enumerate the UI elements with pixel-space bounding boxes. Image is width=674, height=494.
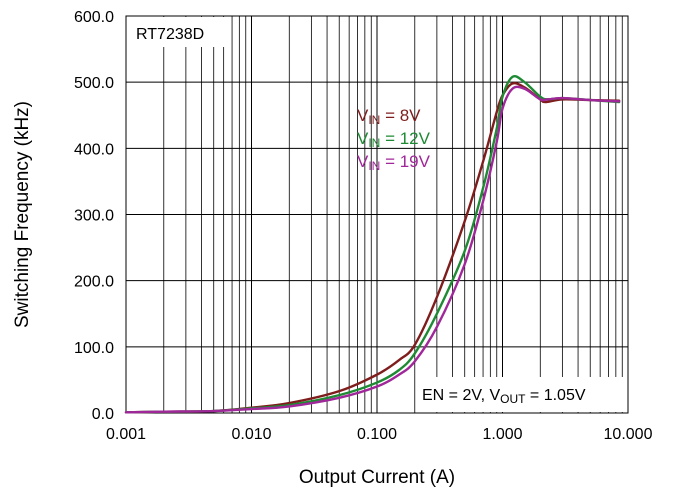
part-number-label: RT7238D: [136, 26, 204, 43]
x-tick-label: 1.000: [482, 426, 522, 443]
x-tick-label: 0.001: [106, 426, 146, 443]
series-line-1: [124, 81, 621, 414]
conditions-label: EN = 2V, VOUT = 1.05V: [422, 387, 586, 406]
y-tick-label: 400.0: [74, 141, 114, 158]
y-tick-label: 500.0: [74, 75, 114, 92]
grid: [125, 15, 628, 414]
y-tick-label: 300.0: [74, 208, 114, 225]
y-tick-label: 100.0: [74, 340, 114, 357]
x-tick-label: 10.000: [604, 426, 653, 443]
legend-entry-1: VIN = 8V: [357, 106, 421, 127]
y-axis-title: Switching Frequency (kHz): [12, 101, 33, 328]
y-tick-label: 600.0: [74, 9, 114, 26]
x-axis-title: Output Current (A): [299, 467, 455, 488]
legend-entry-3: VIN = 19V: [357, 152, 431, 173]
x-tick-label: 0.100: [357, 426, 397, 443]
plot-frame: [125, 15, 629, 414]
part-number-box: RT7238D: [127, 17, 225, 47]
conditions-box: EN = 2V, VOUT = 1.05V: [416, 377, 627, 412]
legend-entry-2: VIN = 12V: [357, 129, 431, 150]
series-line-3: [124, 85, 621, 414]
y-tick-label: 200.0: [74, 274, 114, 291]
series-layer: [124, 75, 621, 414]
y-tick-label: 0.0: [92, 406, 114, 423]
tick-labels: 0.001 0.010 0.100 1.000 10.000 0.0 100.0 200.0 3…: [74, 9, 653, 443]
x-tick-label: 0.010: [231, 426, 271, 443]
